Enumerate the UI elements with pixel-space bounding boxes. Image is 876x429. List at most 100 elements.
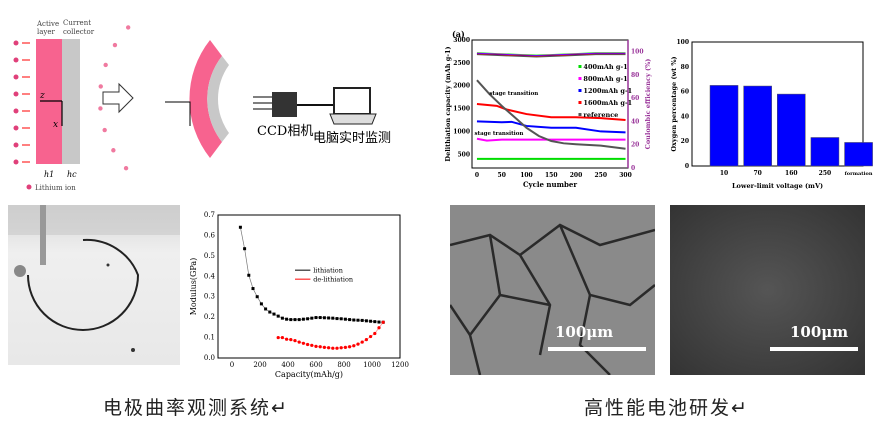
- sem-image-cracked: 100μm: [450, 205, 655, 375]
- data-point: [364, 338, 368, 342]
- x-tick-label: 200: [570, 172, 583, 179]
- y-tick-label: 2500: [453, 60, 470, 67]
- lithium-ion-icon: [13, 125, 19, 131]
- efficiency-line-4: [476, 54, 626, 58]
- data-point: [276, 314, 280, 318]
- data-point: [285, 317, 289, 321]
- x-tick-label: 300: [619, 172, 632, 179]
- y2-tick-label: 40: [631, 118, 639, 125]
- y-tick-label: 0: [685, 163, 689, 170]
- legend-marker: [578, 113, 582, 116]
- legend-label: reference: [583, 111, 618, 119]
- active-label: Active: [36, 20, 59, 28]
- data-point: [264, 307, 268, 311]
- legend-marker: [578, 77, 582, 80]
- electrode-curvature-diagram: Active layer Current collector z x h1 hc…: [13, 19, 391, 192]
- data-point: [339, 346, 343, 350]
- y2-tick-label: 80: [631, 72, 639, 79]
- lithium-ion-icon: [13, 108, 19, 114]
- annotation: stage transition: [489, 91, 538, 97]
- y2-tick-label: 60: [631, 95, 639, 102]
- data-point: [360, 318, 364, 322]
- x-tick-label: 600: [309, 361, 322, 369]
- data-point: [343, 317, 347, 321]
- y-tick-label: 0.1: [204, 334, 215, 342]
- y-tick-label: 60: [681, 89, 689, 96]
- data-point: [369, 319, 373, 323]
- x-tick-label: 0: [475, 172, 479, 179]
- scale-bar-label: 100μm: [555, 323, 614, 341]
- laptop-base: [329, 113, 377, 125]
- data-point: [364, 319, 368, 323]
- x-tick-label: 250: [819, 170, 832, 177]
- data-point: [306, 342, 310, 347]
- series-line-1: [476, 137, 626, 142]
- camera-cable: [253, 96, 272, 110]
- x-tick-label: formation: [845, 171, 873, 177]
- data-point: [272, 312, 276, 316]
- data-point: [297, 340, 301, 344]
- lithium-ion-icon: [125, 25, 131, 30]
- arrow-right-icon: [102, 82, 134, 114]
- lithium-ion-icon: [13, 74, 19, 80]
- bar: [810, 137, 840, 167]
- y2-axis-label: Coulombic efficiency (%): [644, 59, 652, 150]
- x-tick-label: 70: [753, 170, 761, 177]
- data-point: [293, 339, 297, 343]
- lithium-ion-icon: [13, 40, 19, 46]
- y-tick-label: 0.5: [204, 252, 215, 260]
- series-line: [278, 322, 384, 349]
- caption-right: 高性能电池研发↵: [584, 397, 749, 419]
- legend-label: lithiation: [313, 267, 343, 275]
- series-line: [240, 227, 384, 323]
- data-point: [318, 345, 322, 349]
- legend-label: 800mAh g-1: [583, 75, 627, 83]
- y2-tick-label: 20: [631, 142, 639, 149]
- axes-arrows: [40, 100, 63, 126]
- data-point: [310, 343, 314, 347]
- data-point: [331, 346, 335, 350]
- lithium-ion-icon: [123, 166, 129, 171]
- data-point: [381, 320, 385, 324]
- data-point: [255, 295, 259, 299]
- x-tick-label: 800: [337, 361, 350, 369]
- data-point: [301, 317, 305, 321]
- x-tick-label: 1200: [391, 361, 409, 369]
- data-point: [343, 345, 347, 349]
- y-axis-label: Oxygen percentage (wt %): [670, 56, 678, 151]
- y-tick-label: 40: [681, 113, 689, 120]
- panel-label: (a): [452, 29, 465, 39]
- data-point: [314, 316, 318, 320]
- data-point: [327, 316, 331, 320]
- x-tick-label: 200: [253, 361, 266, 369]
- y-tick-label: 20: [681, 138, 689, 145]
- oxygen-bar-chart: 0 20 40 60 80 100 10 70 160 250 formation Lower-lim…: [670, 39, 873, 190]
- lithium-ion-icon: [13, 91, 19, 97]
- electrode-bending-photo: [8, 205, 180, 365]
- lithium-ion-icon: [111, 148, 116, 153]
- y2-tick-label: 0: [631, 165, 635, 172]
- ccd-camera-icon: [272, 92, 297, 117]
- x-tick-label: 50: [498, 172, 506, 179]
- data-point: [251, 287, 255, 291]
- data-point: [377, 320, 381, 324]
- y-tick-label: 100: [676, 39, 689, 46]
- scale-bar-label: 100μm: [790, 323, 849, 341]
- data-point: [352, 318, 356, 322]
- camera-label: CCD相机: [257, 124, 313, 139]
- y-tick-label: 1000: [453, 128, 470, 135]
- legend-label: Lithium ion: [35, 184, 76, 192]
- data-point: [335, 346, 339, 350]
- y-axis-label: Delithiation capacity (mAh g-1): [444, 46, 452, 161]
- bar: [709, 85, 739, 167]
- x-tick-label: 10: [720, 170, 728, 177]
- data-point: [289, 318, 293, 322]
- hc-label: hc: [67, 170, 77, 179]
- scale-bar: [770, 347, 858, 351]
- data-point: [318, 316, 322, 320]
- x-tick-label: 1000: [363, 361, 381, 369]
- y-tick-label: 2000: [453, 83, 470, 90]
- data-point: [331, 316, 335, 320]
- bent-active-layer: [189, 40, 222, 158]
- data-point: [280, 335, 284, 340]
